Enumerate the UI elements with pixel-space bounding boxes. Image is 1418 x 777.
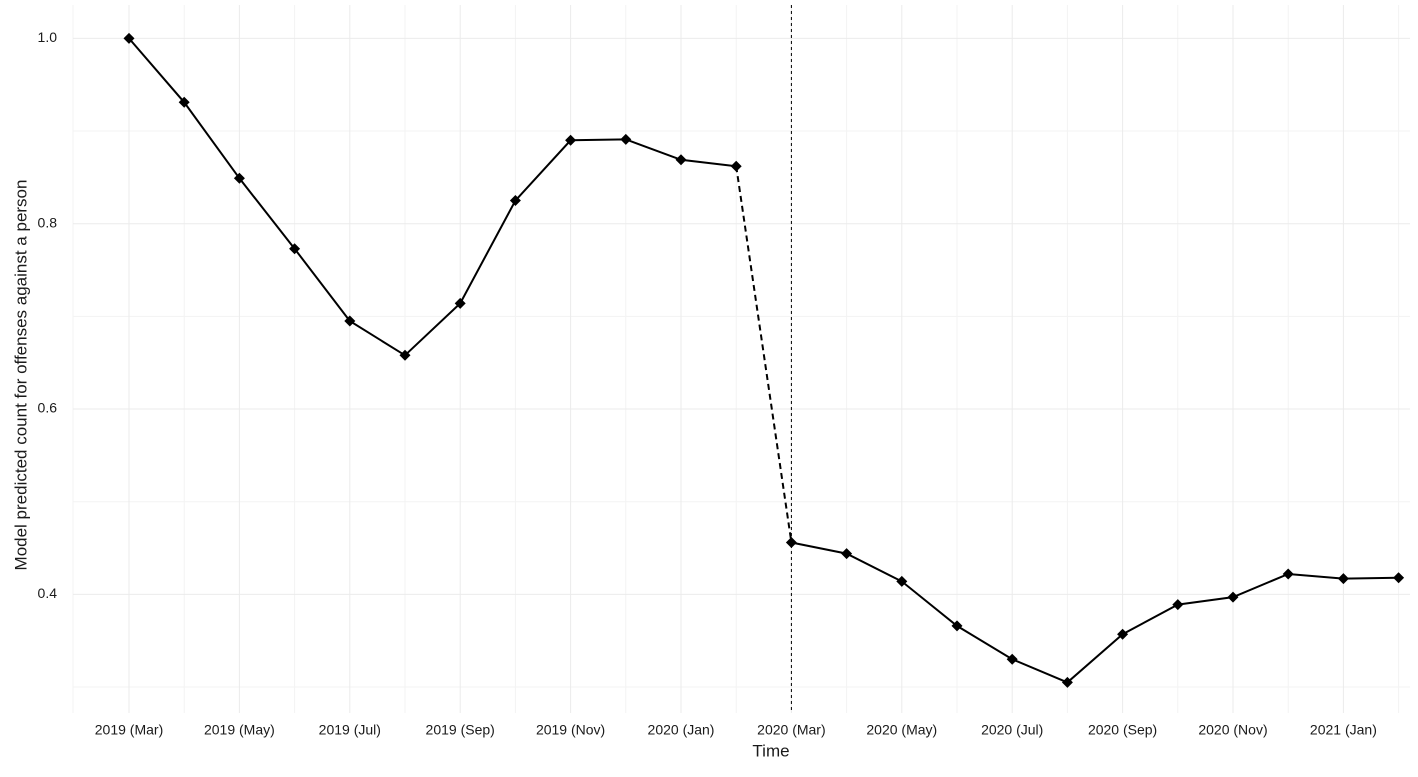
point	[344, 315, 356, 327]
y-axis-title: Model predicted count for offenses again…	[11, 180, 30, 571]
point	[399, 349, 411, 361]
x-tick-label: 2019 (Sep)	[426, 722, 495, 738]
x-tick-label: 2019 (Mar)	[95, 722, 163, 738]
y-tick-label: 0.6	[38, 400, 58, 416]
point	[841, 548, 853, 560]
y-tick-label: 0.8	[38, 214, 58, 230]
point	[730, 160, 742, 172]
point	[1282, 568, 1294, 580]
point	[123, 32, 135, 44]
point	[1337, 573, 1349, 585]
x-tick-label: 2020 (Jan)	[648, 722, 715, 738]
point	[785, 536, 797, 548]
point	[1117, 628, 1129, 640]
point	[1227, 591, 1239, 603]
point	[565, 134, 577, 146]
x-tick-label: 2021 (Jan)	[1310, 722, 1377, 738]
point	[178, 96, 190, 108]
point	[1172, 599, 1184, 611]
point	[1061, 676, 1073, 688]
x-tick-label: 2020 (Jul)	[981, 722, 1043, 738]
y-tick-label: 0.4	[38, 585, 58, 601]
x-tick-label: 2020 (Mar)	[757, 722, 825, 738]
point	[454, 297, 466, 309]
x-tick-label: 2020 (Nov)	[1198, 722, 1267, 738]
point	[289, 243, 301, 255]
point	[951, 620, 963, 632]
x-tick-label: 2020 (May)	[866, 722, 937, 738]
point	[509, 195, 521, 207]
x-tick-label: 2019 (Jul)	[319, 722, 381, 738]
point	[896, 575, 908, 587]
x-tick-label: 2019 (Nov)	[536, 722, 605, 738]
point	[620, 133, 632, 145]
point	[675, 154, 687, 166]
x-axis-title: Time	[752, 741, 789, 760]
point	[1393, 572, 1405, 584]
x-tick-label: 2020 (Sep)	[1088, 722, 1157, 738]
line	[128, 37, 1399, 684]
y-tick-label: 1.0	[38, 29, 58, 45]
point	[233, 172, 245, 184]
point	[1006, 653, 1018, 665]
x-tick-label: 2019 (May)	[204, 722, 275, 738]
